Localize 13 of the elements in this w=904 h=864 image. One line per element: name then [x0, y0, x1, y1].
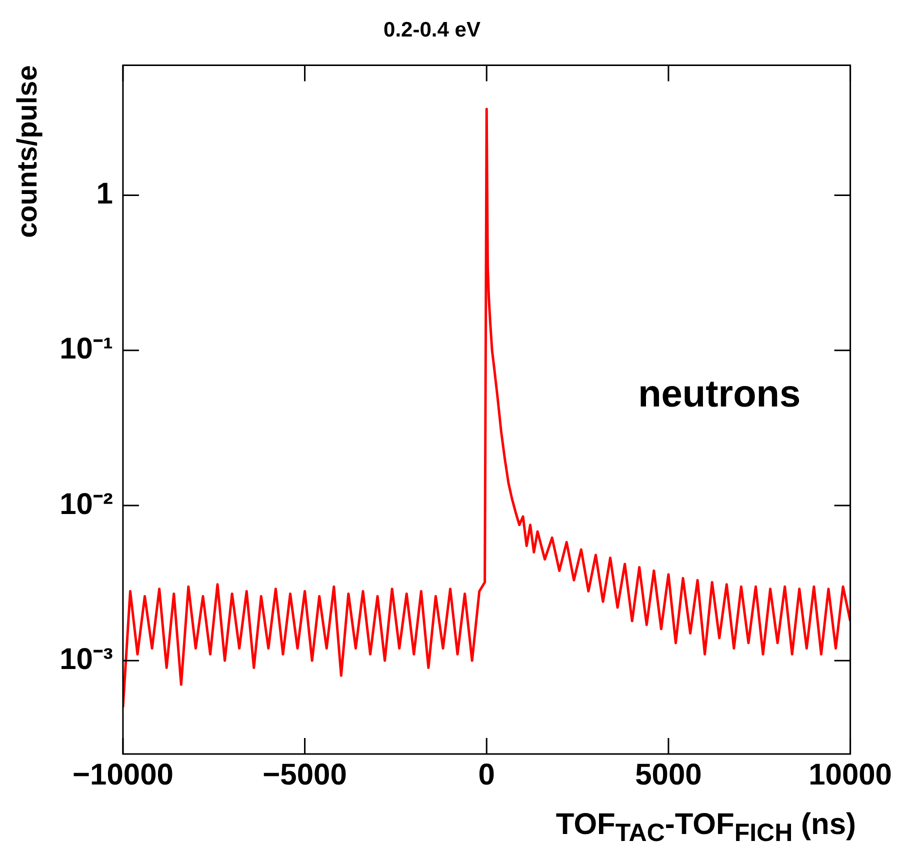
x-tick-label: −5000 — [262, 758, 347, 792]
x-tick-label: 5000 — [635, 758, 702, 792]
y-tick-label: 10⁻³ — [60, 642, 113, 676]
y-tick-label: 10⁻¹ — [60, 332, 113, 366]
x-tick-label: 10000 — [808, 758, 892, 792]
y-tick-label: 1 — [96, 178, 113, 211]
y-axis-title: counts/pulse — [12, 65, 43, 238]
annotation: neutrons — [638, 373, 801, 416]
x-tick-label: 0 — [478, 758, 495, 792]
x-axis-title: TOF$_{TAC}$-TOF$_{FICH}$ (ns) — [556, 808, 856, 848]
x-tick-label: −10000 — [72, 758, 174, 792]
chart-title: 0.2-0.4 eV — [384, 18, 480, 42]
y-tick-label: 10⁻² — [60, 488, 113, 521]
